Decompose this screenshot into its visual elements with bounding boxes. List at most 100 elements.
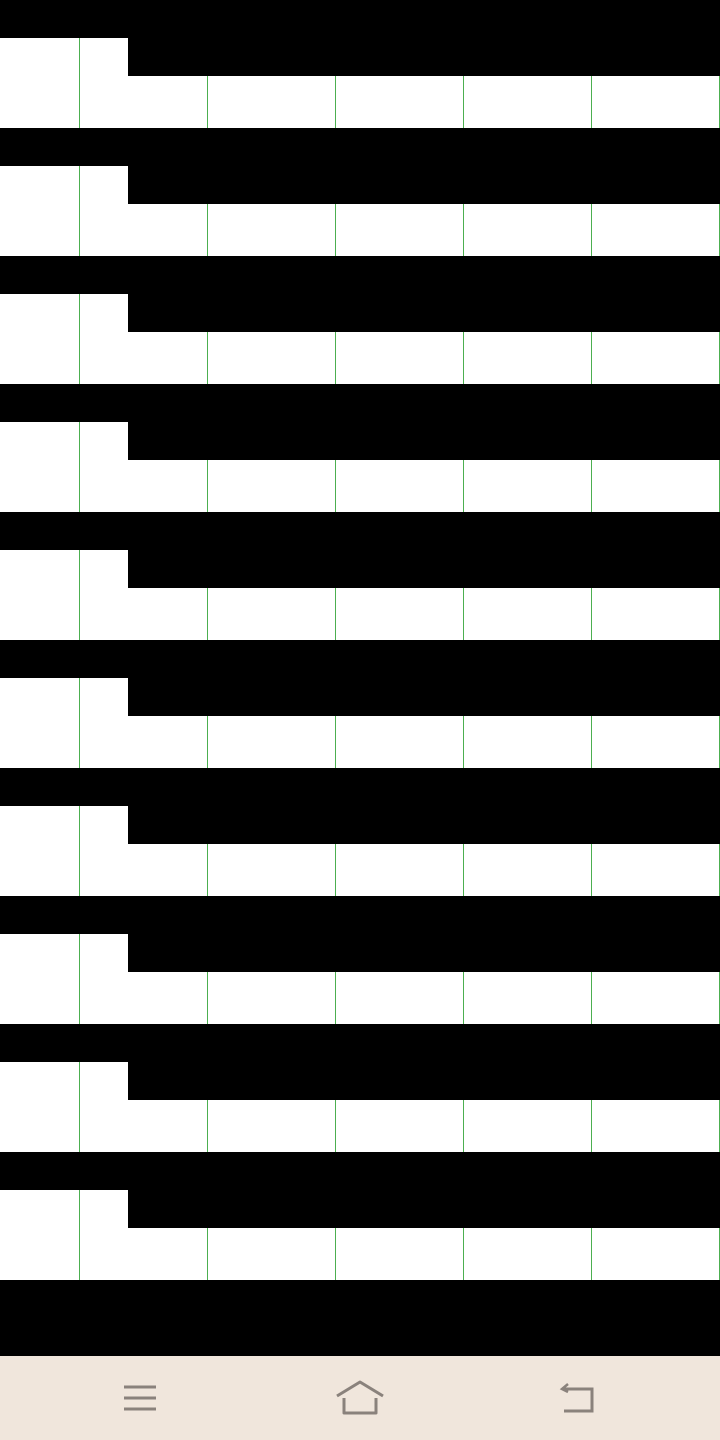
white-cell (0, 678, 128, 716)
grid-line (335, 76, 336, 128)
grid-line (207, 588, 208, 640)
grid-block (0, 640, 720, 768)
grid-block (0, 1024, 720, 1152)
grid-block (0, 512, 720, 640)
grid-line (335, 460, 336, 512)
black-bar (128, 422, 720, 460)
grid-line (591, 844, 592, 896)
system-navigation-bar (0, 1356, 720, 1440)
grid-line (79, 678, 80, 768)
grid-line (591, 460, 592, 512)
grid-line (79, 550, 80, 640)
white-row (0, 1228, 720, 1280)
black-bar (128, 550, 720, 588)
grid-line (79, 1190, 80, 1280)
grid-line (207, 1100, 208, 1152)
black-bar (128, 166, 720, 204)
back-icon (559, 1383, 594, 1413)
grid-line (79, 806, 80, 896)
grid-line (463, 844, 464, 896)
white-row (0, 460, 720, 512)
grid-line (207, 1228, 208, 1280)
grid-line (335, 972, 336, 1024)
white-cell (0, 1190, 128, 1228)
grid-line (463, 716, 464, 768)
back-button[interactable] (548, 1378, 608, 1418)
white-row (0, 844, 720, 896)
grid-line (335, 588, 336, 640)
grid-line (79, 1062, 80, 1152)
home-icon (336, 1380, 384, 1415)
black-bar (0, 896, 720, 934)
white-cell (0, 806, 128, 844)
white-cell (0, 422, 128, 460)
grid-line (79, 294, 80, 384)
black-bar (0, 1024, 720, 1062)
grid-line (335, 204, 336, 256)
black-bar (128, 294, 720, 332)
grid-block (0, 768, 720, 896)
white-row (0, 1100, 720, 1152)
black-bar (0, 1152, 720, 1190)
black-bar (128, 934, 720, 972)
grid-line (463, 1228, 464, 1280)
grid-line (463, 332, 464, 384)
white-row (0, 588, 720, 640)
grid-line (591, 716, 592, 768)
grid-line (591, 332, 592, 384)
white-cell (0, 166, 128, 204)
white-row (0, 332, 720, 384)
grid-block (0, 256, 720, 384)
black-bar (128, 38, 720, 76)
menu-icon (124, 1385, 156, 1411)
grid-block (0, 896, 720, 1024)
grid-line (463, 460, 464, 512)
home-button[interactable] (330, 1378, 390, 1418)
grid-line (463, 76, 464, 128)
black-area (0, 1280, 720, 1356)
grid-line (591, 972, 592, 1024)
grid-line (335, 1100, 336, 1152)
black-bar (0, 128, 720, 166)
black-bar (0, 256, 720, 294)
white-cell (0, 294, 128, 332)
white-row (0, 204, 720, 256)
grid-line (335, 332, 336, 384)
grid-block (0, 0, 720, 128)
black-bar (128, 806, 720, 844)
grid-block (0, 384, 720, 512)
grid-line (591, 1228, 592, 1280)
grid-line (79, 38, 80, 128)
black-bar (128, 678, 720, 716)
black-bar (0, 640, 720, 678)
grid-block (0, 128, 720, 256)
grid-line (463, 588, 464, 640)
black-bar (0, 384, 720, 422)
white-row (0, 76, 720, 128)
grid-line (591, 76, 592, 128)
black-bar (128, 1190, 720, 1228)
grid-line (79, 422, 80, 512)
grid-line (207, 844, 208, 896)
white-cell (0, 550, 128, 588)
grid-line (207, 76, 208, 128)
menu-button[interactable] (110, 1378, 170, 1418)
black-bar (128, 1062, 720, 1100)
grid-line (335, 844, 336, 896)
black-bar (0, 512, 720, 550)
grid-line (79, 934, 80, 1024)
black-bar (0, 768, 720, 806)
white-row (0, 716, 720, 768)
grid-block (0, 1152, 720, 1280)
grid-line (207, 716, 208, 768)
grid-line (335, 1228, 336, 1280)
grid-line (591, 204, 592, 256)
grid-line (207, 204, 208, 256)
grid-line (591, 1100, 592, 1152)
grid-line (207, 460, 208, 512)
grid-line (463, 972, 464, 1024)
white-cell (0, 38, 128, 76)
grid-line (335, 716, 336, 768)
black-bar (0, 0, 720, 38)
grid-line (463, 1100, 464, 1152)
